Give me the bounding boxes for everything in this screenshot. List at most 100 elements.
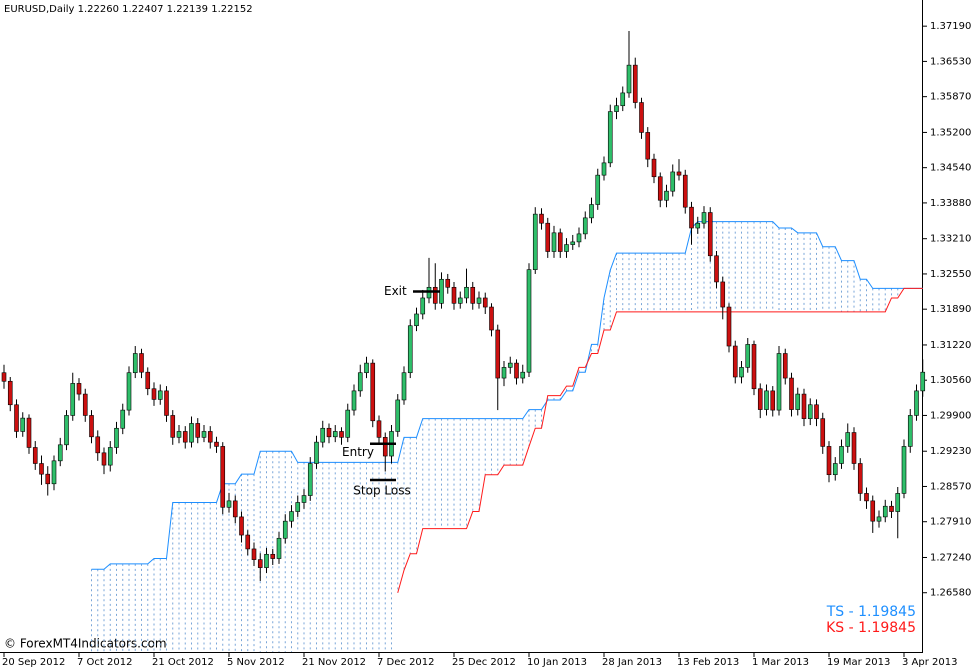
candle-body bbox=[701, 212, 707, 224]
candle-body bbox=[339, 431, 344, 438]
candle-body bbox=[170, 415, 176, 438]
candle-body bbox=[570, 241, 576, 245]
candle-body bbox=[157, 390, 163, 400]
x-tick-label: 1 Mar 2013 bbox=[752, 657, 809, 668]
candle-body bbox=[445, 278, 451, 288]
candle-body bbox=[295, 502, 301, 512]
candle-body bbox=[520, 371, 526, 379]
candle-body bbox=[89, 415, 94, 438]
candle-body bbox=[664, 190, 669, 201]
y-tick-label: 1.35200 bbox=[930, 127, 971, 138]
x-tick-label: 7 Oct 2012 bbox=[77, 657, 132, 668]
candle-body bbox=[476, 297, 482, 304]
candle-body bbox=[876, 516, 882, 522]
candle-body bbox=[576, 233, 582, 243]
candle-body bbox=[145, 371, 151, 390]
candle-body bbox=[7, 380, 13, 406]
candle-body bbox=[557, 232, 563, 252]
candle-body bbox=[214, 441, 219, 447]
candle-body bbox=[507, 362, 513, 368]
candle-body bbox=[601, 162, 607, 176]
candle-body bbox=[632, 64, 638, 103]
candle-body bbox=[189, 423, 194, 443]
candle-body bbox=[482, 297, 488, 308]
candle-body bbox=[676, 171, 682, 176]
candle-body bbox=[39, 463, 44, 475]
candle-body bbox=[364, 362, 369, 374]
candle-body bbox=[857, 463, 863, 494]
candle-body bbox=[289, 511, 294, 522]
candle-body bbox=[14, 404, 19, 432]
candle-body bbox=[889, 505, 894, 512]
candle-body bbox=[201, 431, 207, 438]
candle-body bbox=[589, 204, 594, 219]
candle-body bbox=[139, 353, 144, 373]
candle-body bbox=[651, 158, 657, 178]
x-tick-label: 13 Feb 2013 bbox=[677, 657, 739, 668]
y-tick-label: 1.28570 bbox=[930, 481, 971, 492]
candle-body bbox=[764, 390, 769, 410]
candle-body bbox=[257, 559, 263, 568]
candle-body bbox=[282, 520, 288, 539]
trade-label: Stop Loss bbox=[353, 484, 410, 498]
candle-body bbox=[251, 548, 257, 560]
candle-body bbox=[732, 345, 738, 378]
chart-title: EURUSD,Daily 1.22260 1.22407 1.22139 1.2… bbox=[4, 4, 253, 15]
candle-body bbox=[101, 452, 107, 466]
candle-body bbox=[245, 534, 251, 550]
y-tick-label: 1.31890 bbox=[930, 304, 971, 315]
candle-body bbox=[582, 217, 588, 235]
candle-body bbox=[420, 297, 426, 315]
candle-body bbox=[114, 427, 119, 448]
candle-body bbox=[370, 362, 376, 422]
candle-body bbox=[639, 102, 644, 133]
candle-body bbox=[745, 344, 751, 368]
candle-body bbox=[45, 473, 51, 485]
candle-body bbox=[332, 431, 338, 438]
candle-body bbox=[232, 500, 238, 518]
candle-body bbox=[345, 409, 351, 438]
candle-body bbox=[789, 377, 794, 410]
candle-body bbox=[489, 306, 494, 331]
candle-body bbox=[532, 213, 538, 270]
y-tick-label: 1.31220 bbox=[930, 340, 971, 351]
candle-body bbox=[432, 286, 438, 304]
candle-body bbox=[751, 344, 757, 390]
candle-body bbox=[457, 297, 463, 304]
candle-body bbox=[770, 390, 776, 411]
candle-body bbox=[720, 281, 726, 308]
y-tick-label: 1.37190 bbox=[930, 21, 971, 32]
candle-body bbox=[301, 495, 307, 503]
candle-body bbox=[57, 444, 63, 462]
candle-body bbox=[470, 286, 476, 304]
candle-body bbox=[670, 171, 676, 192]
candle-body bbox=[626, 64, 632, 94]
candle-body bbox=[820, 418, 826, 447]
candle-body bbox=[264, 553, 269, 568]
candle-body bbox=[70, 383, 76, 416]
candle-body bbox=[620, 92, 626, 107]
candle-body bbox=[895, 493, 901, 512]
watermark: © ForexMT4Indicators.com bbox=[4, 637, 167, 651]
candle-body bbox=[726, 306, 732, 347]
candle-body bbox=[320, 427, 326, 443]
candle-body bbox=[864, 493, 869, 502]
candle-body bbox=[526, 269, 532, 373]
candle-body bbox=[314, 441, 319, 464]
x-tick-label: 21 Nov 2012 bbox=[302, 657, 366, 668]
candle-body bbox=[182, 431, 188, 443]
x-tick-label: 19 Mar 2013 bbox=[827, 657, 890, 668]
candle-body bbox=[801, 393, 807, 419]
y-tick-label: 1.32550 bbox=[930, 269, 971, 280]
candle-body bbox=[26, 417, 32, 448]
candle-body bbox=[839, 446, 844, 464]
y-tick-label: 1.27910 bbox=[930, 517, 971, 528]
candle-body bbox=[120, 409, 126, 429]
y-tick-label: 1.33880 bbox=[930, 198, 971, 209]
candle-body bbox=[82, 393, 88, 416]
candle-body bbox=[195, 423, 201, 438]
candle-body bbox=[595, 174, 601, 205]
candle-body bbox=[51, 460, 57, 485]
candle-body bbox=[614, 105, 619, 112]
